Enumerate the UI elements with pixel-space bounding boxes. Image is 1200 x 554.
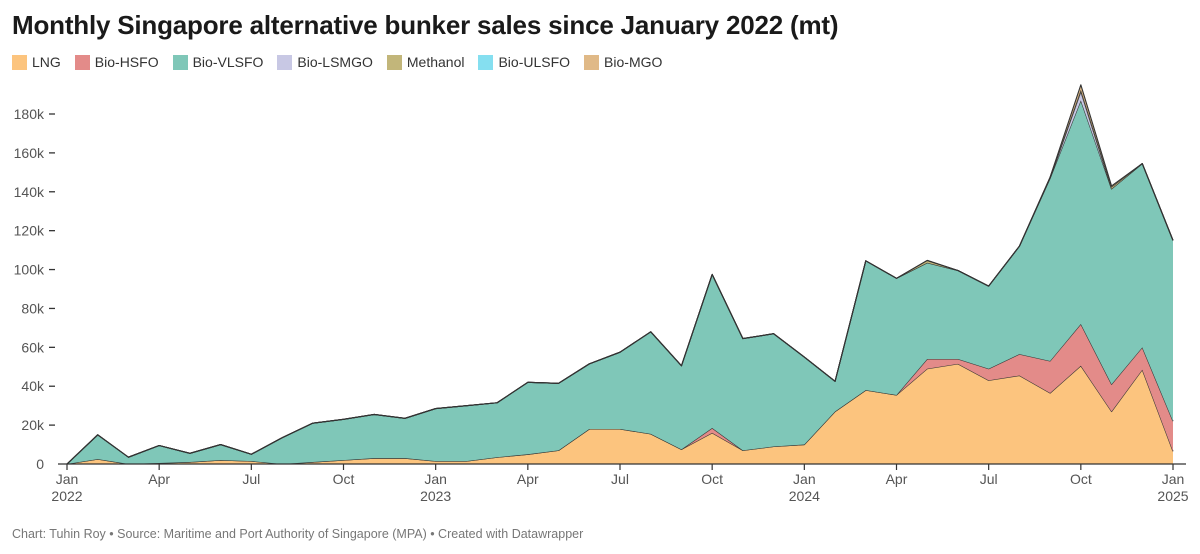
legend-label: Methanol: [406, 54, 465, 70]
y-tick-label: 20k: [21, 417, 45, 433]
x-tick-year-label: 2022: [51, 488, 82, 504]
legend-swatch: [172, 54, 188, 70]
legend-item-bio-hsfo: Bio-HSFO: [74, 54, 159, 70]
legend-swatch: [584, 54, 600, 70]
y-tick-label: 80k: [21, 300, 45, 316]
legend-label: LNG: [32, 54, 61, 70]
legend-item-methanol: Methanol: [386, 54, 465, 70]
legend-item-bio-vlsfo: Bio-VLSFO: [172, 54, 264, 70]
y-tick-label: 120k: [14, 223, 45, 239]
legend-item-bio-lsmgo: Bio-LSMGO: [277, 54, 373, 70]
y-tick-label: 100k: [14, 262, 45, 278]
x-tick-label: Jan: [424, 471, 447, 487]
x-tick-label: Jul: [242, 471, 260, 487]
x-tick-year-label: 2025: [1157, 488, 1188, 504]
chart-title: Monthly Singapore alternative bunker sal…: [12, 10, 839, 40]
y-tick-label: 0: [36, 456, 44, 472]
legend-item-bio-ulsfo: Bio-ULSFO: [478, 54, 570, 70]
y-tick-label: 160k: [14, 145, 45, 161]
x-tick-label: Oct: [1070, 471, 1092, 487]
legend-swatch: [478, 54, 494, 70]
y-tick-label: 40k: [21, 378, 45, 394]
legend-label: Bio-LSMGO: [297, 54, 373, 70]
y-tick-label: 60k: [21, 339, 45, 355]
x-tick-label: Jul: [980, 471, 998, 487]
chart-footer: Chart: Tuhin Roy • Source: Maritime and …: [12, 527, 584, 541]
legend-label: Bio-ULSFO: [498, 54, 571, 70]
x-tick-label: Oct: [701, 471, 723, 487]
x-tick-label: Apr: [148, 471, 170, 487]
legend-swatch: [74, 54, 90, 70]
stacked-area-chart: 20k40k60k80k100k120k140k160k180k0Jan2022…: [14, 84, 1189, 504]
chart-legend: LNG Bio-HSFO Bio-VLSFO Bio-LSMGO Methanol Bio…: [12, 52, 676, 72]
legend-label: Bio-HSFO: [94, 54, 159, 70]
x-tick-label: Jul: [611, 471, 629, 487]
legend-item-lng: LNG: [12, 54, 61, 70]
legend-swatch: [277, 54, 293, 70]
y-tick-label: 140k: [14, 184, 45, 200]
x-tick-label: Apr: [517, 471, 539, 487]
legend-swatch: [12, 54, 27, 70]
x-tick-year-label: 2023: [420, 488, 451, 504]
legend-item-bio-mgo: Bio-MGO: [584, 54, 662, 70]
legend-label: Bio-MGO: [604, 54, 663, 70]
area-bio-vlsfo: [67, 100, 1173, 464]
x-tick-label: Jan: [56, 471, 79, 487]
legend-label: Bio-VLSFO: [192, 54, 264, 70]
x-tick-label: Apr: [886, 471, 908, 487]
x-tick-label: Jan: [1162, 471, 1185, 487]
x-tick-label: Oct: [333, 471, 355, 487]
legend-swatch: [386, 54, 402, 70]
area-lng: [67, 363, 1173, 464]
x-tick-year-label: 2024: [789, 488, 820, 504]
x-tick-label: Jan: [793, 471, 816, 487]
line-bio-mgo: [66, 84, 1174, 465]
y-tick-label: 180k: [14, 106, 45, 122]
